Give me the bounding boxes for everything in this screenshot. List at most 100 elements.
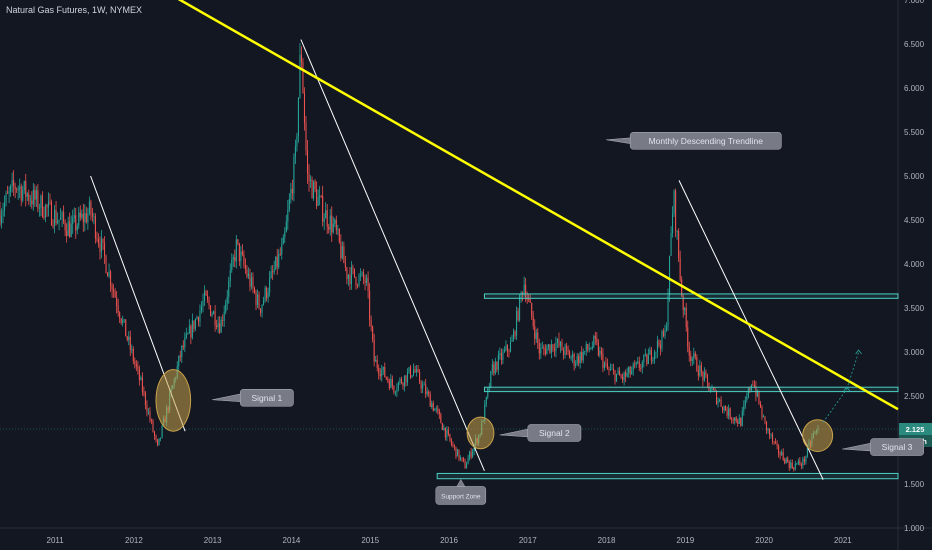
candle-body xyxy=(517,310,519,321)
candle-body xyxy=(299,54,301,98)
descending-trendline-3[interactable] xyxy=(678,180,824,480)
candle-body xyxy=(525,284,527,299)
candle-body xyxy=(443,427,445,430)
callout-label: Monthly Descending Trendline xyxy=(649,136,764,146)
candle-body xyxy=(609,369,612,370)
candle-body xyxy=(502,351,504,361)
zone-rect-1[interactable] xyxy=(483,293,899,299)
candle-body xyxy=(765,421,768,431)
candle-body xyxy=(337,229,339,230)
candle-body xyxy=(682,295,684,311)
candle-body xyxy=(349,274,351,285)
candle-body xyxy=(308,173,310,182)
candle-body xyxy=(608,368,610,370)
candle-body xyxy=(619,370,621,376)
candle-body xyxy=(287,209,289,222)
callout-2[interactable]: Signal 1 xyxy=(212,389,294,407)
candle-body xyxy=(323,218,325,222)
candle-body xyxy=(243,254,245,265)
monthly-trendline[interactable] xyxy=(134,0,899,411)
candle-body xyxy=(188,326,190,334)
candle-body xyxy=(141,377,143,392)
candle-body xyxy=(40,195,42,208)
candle-body xyxy=(714,389,716,392)
candle-body xyxy=(684,307,686,311)
candle-body xyxy=(679,257,681,280)
signal-ellipse-2[interactable] xyxy=(466,416,495,450)
candle-body xyxy=(614,370,616,382)
candle-body xyxy=(396,388,398,393)
candle-body xyxy=(220,320,222,333)
candle-body xyxy=(244,264,246,270)
candle-body xyxy=(667,295,669,327)
time-tick-label: 2017 xyxy=(519,536,537,545)
candle-body xyxy=(319,195,321,198)
candle-body xyxy=(772,434,774,442)
callout-5[interactable]: Support Zone xyxy=(435,478,487,505)
candle-body xyxy=(78,212,80,226)
candle-body xyxy=(764,416,766,422)
price-tick-label: 3.500 xyxy=(904,304,925,313)
candle-body xyxy=(231,259,233,271)
candle-body xyxy=(129,336,131,350)
callout-1[interactable]: Monthly Descending Trendline xyxy=(606,132,782,150)
candle-body xyxy=(790,462,792,468)
candle-body xyxy=(590,348,592,350)
callout-4[interactable]: Signal 3 xyxy=(842,438,924,456)
candle-body xyxy=(369,290,371,320)
signal-ellipse-1[interactable] xyxy=(155,369,192,432)
descending-trendline-2[interactable] xyxy=(300,39,485,471)
candle-body xyxy=(184,337,186,348)
candle-body xyxy=(669,255,671,296)
candle-body xyxy=(326,210,328,227)
candle-body xyxy=(143,391,145,393)
projection-arrowhead-2 xyxy=(855,349,862,355)
signal-ellipse-3[interactable] xyxy=(802,419,834,452)
candle-body xyxy=(69,221,71,237)
price-badge-value: 2.125 xyxy=(906,425,925,434)
zone-rect-2[interactable] xyxy=(483,386,899,393)
candle-body xyxy=(428,391,430,395)
candle-body xyxy=(191,320,193,338)
candle-body xyxy=(223,311,225,321)
candle-body xyxy=(28,193,30,201)
candle-body xyxy=(125,319,127,337)
zone-rect-3[interactable] xyxy=(436,472,899,480)
candle-body xyxy=(796,463,798,465)
candle-body xyxy=(378,367,380,374)
candle-body xyxy=(0,211,1,224)
candle-body xyxy=(496,361,498,370)
callout-label: Signal 3 xyxy=(882,442,913,452)
candle-body xyxy=(508,351,510,353)
callout-3[interactable]: Signal 2 xyxy=(499,424,582,442)
candle-body xyxy=(260,308,262,313)
candle-body xyxy=(729,408,731,419)
candle-body xyxy=(419,371,421,383)
candle-body xyxy=(588,348,590,350)
candle-body xyxy=(123,319,125,321)
candle-body xyxy=(696,356,698,372)
candle-body xyxy=(60,217,62,220)
candle-body xyxy=(358,275,360,286)
candle-body xyxy=(160,437,162,439)
candle-body xyxy=(738,418,740,424)
candle-body xyxy=(806,446,808,457)
candle-body xyxy=(93,216,95,218)
candle-body xyxy=(152,420,154,432)
callout-label: Support Zone xyxy=(441,493,481,500)
candle-body xyxy=(743,405,745,411)
candle-body xyxy=(484,403,486,421)
candle-body xyxy=(662,331,665,336)
price-tick-label: 7.000 xyxy=(904,0,925,5)
candle-body xyxy=(511,340,513,342)
candle-body xyxy=(794,463,796,470)
candle-body xyxy=(116,297,118,306)
callout-label: Signal 1 xyxy=(251,393,282,403)
candle-body xyxy=(753,385,755,387)
candle-body xyxy=(782,452,784,460)
candle-body xyxy=(346,267,348,279)
candle-body xyxy=(519,295,521,321)
candle-body xyxy=(778,445,780,454)
candle-body xyxy=(503,350,505,352)
